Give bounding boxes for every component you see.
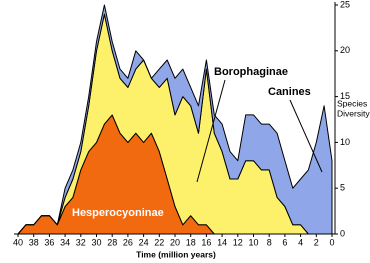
y-axis-label: Diversity [337,108,370,118]
x-tick-label: 14 [217,237,227,247]
x-tick-label: 26 [123,237,133,247]
series-label: Hesperocyoninae [72,207,164,219]
x-tick-label: 8 [267,237,272,247]
x-tick-label: 28 [107,237,117,247]
area [17,4,333,235]
x-tick-label: 34 [60,237,70,247]
x-tick-label: 22 [154,237,164,247]
x-tick-label: 0 [329,237,334,247]
x-axis-label: Time (million years) [136,249,216,259]
series-label: Borophaginae [214,66,288,78]
x-tick-label: 6 [282,237,287,247]
y-tick-label: 10 [340,137,350,147]
x-tick-label: 20 [170,237,180,247]
x-tick-label: 10 [248,237,258,247]
series-label: Canines [268,86,311,98]
x-tick-label: 40 [13,237,23,247]
y-tick-label: 5 [340,183,345,193]
x-tick-label: 16 [201,237,211,247]
x-tick-label: 32 [76,237,86,247]
y-tick-label: 20 [340,45,350,55]
x-tick-label: 30 [91,237,101,247]
x-tick-label: 38 [29,237,39,247]
x-tick-label: 2 [314,237,319,247]
x-tick-label: 4 [298,237,303,247]
y-tick-label: 15 [340,91,350,101]
x-tick-label: 12 [233,237,243,247]
x-tick-label: 18 [186,237,196,247]
y-tick-label: 0 [340,228,345,238]
y-tick-label: 25 [340,0,350,9]
pointer-line [289,99,323,173]
pointer-line [196,79,226,183]
y-axis-label: Species [337,98,367,108]
x-tick-label: 24 [139,237,149,247]
x-tick-label: 36 [44,237,54,247]
